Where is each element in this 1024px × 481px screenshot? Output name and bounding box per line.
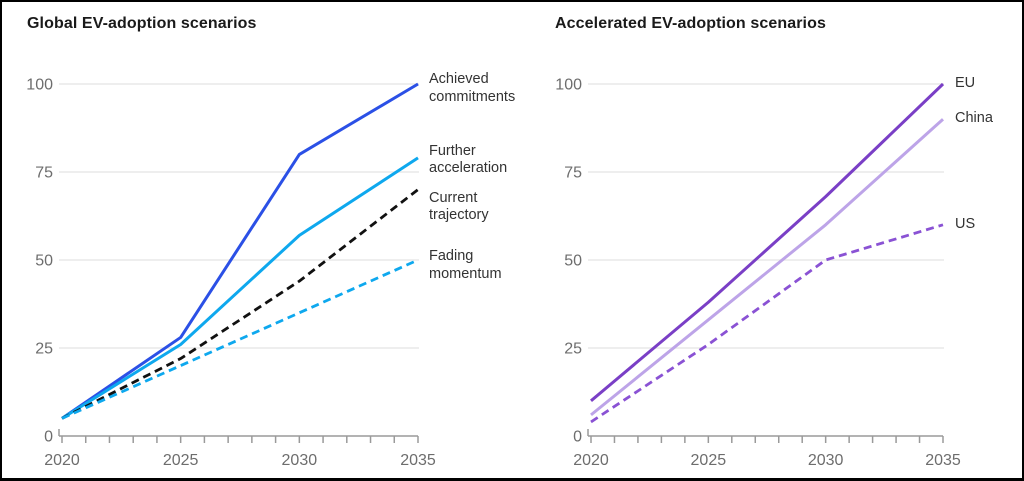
y-tick-label-25: 25 xyxy=(564,341,582,358)
x-tick-label-2035: 2035 xyxy=(400,452,436,469)
y-tick-label-100: 100 xyxy=(555,77,582,94)
series-line-current-trajectory xyxy=(61,188,419,420)
series-label-further-acceleration: Further acceleration xyxy=(429,142,508,177)
chart-panel-global: Global EV-adoption scenarios 0 25 50 75 100 2… xyxy=(2,2,515,478)
y-tick-label-50: 50 xyxy=(564,253,582,270)
y-tick-label-0: 0 xyxy=(44,429,53,446)
series-line-fading-momentum xyxy=(61,258,419,420)
line-chart-global: 0 25 50 75 100 2020 2025 2030 2035 xyxy=(26,77,436,470)
series-label-fading-momentum: Fading momentum xyxy=(429,248,502,282)
y-tick-label-75: 75 xyxy=(35,165,53,182)
chart-panel-accelerated: Accelerated EV-adoption scenarios 0 25 50 7… xyxy=(514,2,1022,478)
series-line-eu xyxy=(590,82,945,402)
chart-title-accelerated: Accelerated EV-adoption scenarios xyxy=(555,15,826,32)
series-line-us xyxy=(590,223,944,424)
series-label-china: China xyxy=(955,110,993,127)
x-tick-label-2020: 2020 xyxy=(44,452,80,469)
series-label-achieved-commitments: Achieved commitments xyxy=(429,71,516,105)
x-tick-label-2030: 2030 xyxy=(808,452,844,469)
x-tick-label-2020: 2020 xyxy=(573,452,609,469)
series-line-further-acceleration xyxy=(61,156,419,420)
y-tick-label-50: 50 xyxy=(35,253,53,270)
y-tick-label-100: 100 xyxy=(26,77,53,94)
series-label-us: US xyxy=(955,215,976,232)
series-line-achieved-commitments xyxy=(61,82,419,420)
y-tick-label-75: 75 xyxy=(564,165,582,182)
x-tick-label-2035: 2035 xyxy=(925,452,961,469)
y-tick-label-0: 0 xyxy=(573,429,582,446)
x-tick-label-2025: 2025 xyxy=(691,452,727,469)
series-label-eu: EU xyxy=(955,75,976,91)
chart-title-global: Global EV-adoption scenarios xyxy=(27,15,257,32)
y-tick-label-25: 25 xyxy=(35,341,53,358)
x-tick-label-2025: 2025 xyxy=(163,452,199,469)
line-chart-accelerated: 0 25 50 75 100 2020 2025 2030 2035 xyxy=(555,77,961,470)
series-line-china xyxy=(590,118,945,417)
series-label-current-trajectory: Current trajectory xyxy=(429,189,489,224)
x-tick-label-2030: 2030 xyxy=(282,452,318,469)
